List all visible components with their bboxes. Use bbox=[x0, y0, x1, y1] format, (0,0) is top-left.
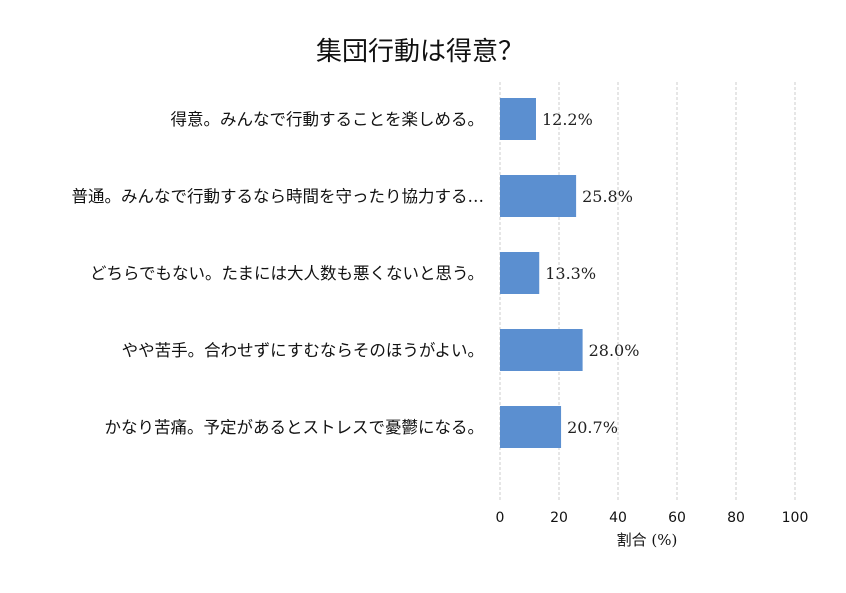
x-axis-ticks: 0 20 40 60 80 100 bbox=[496, 510, 809, 526]
x-tick-label: 0 bbox=[496, 510, 505, 526]
x-tick-label: 60 bbox=[668, 510, 686, 526]
category-label: 普通。みんなで行動するなら時間を守ったり協力する… bbox=[72, 187, 485, 206]
data-label: 28.0% bbox=[589, 341, 640, 360]
bars bbox=[500, 98, 583, 448]
data-labels: 12.2% 25.8% 13.3% 28.0% 20.7% bbox=[542, 110, 639, 437]
x-axis-title: 割合 (%) bbox=[617, 531, 678, 549]
category-labels: 得意。みんなで行動することを楽しめる。普通。みんなで行動するなら時間を守ったり協… bbox=[72, 110, 485, 437]
x-tick-label: 100 bbox=[782, 510, 809, 526]
category-label: やや苦手。合わせずにすむならそのほうがよい。 bbox=[122, 341, 484, 360]
x-tick-label: 40 bbox=[609, 510, 627, 526]
x-tick-label: 80 bbox=[727, 510, 745, 526]
bar bbox=[500, 175, 577, 217]
data-label: 20.7% bbox=[567, 418, 618, 437]
bar bbox=[500, 329, 583, 371]
bar bbox=[500, 252, 540, 294]
chart-title: 集団行動は得意？ bbox=[316, 37, 524, 67]
category-label: どちらでもない。たまには大人数も悪くないと思う。 bbox=[90, 264, 484, 283]
category-label: かなり苦痛。予定があるとストレスで憂鬱になる。 bbox=[105, 418, 485, 437]
data-label: 25.8% bbox=[582, 187, 633, 206]
bar bbox=[500, 98, 536, 140]
bar bbox=[500, 406, 562, 448]
data-label: 13.3% bbox=[545, 264, 596, 283]
x-tick-label: 20 bbox=[550, 510, 568, 526]
data-label: 12.2% bbox=[542, 110, 593, 129]
category-label: 得意。みんなで行動することを楽しめる。 bbox=[171, 110, 485, 129]
